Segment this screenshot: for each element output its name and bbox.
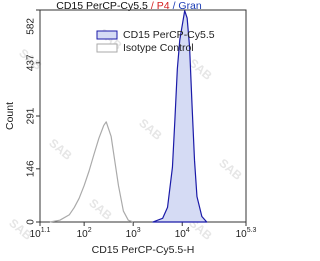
histogram-curve bbox=[49, 121, 134, 223]
y-axis-label: Count bbox=[4, 102, 16, 130]
legend-swatch bbox=[96, 43, 118, 53]
y-tick-label: 437 bbox=[26, 54, 37, 71]
y-tick-label: 582 bbox=[26, 18, 37, 35]
y-tick-label: 146 bbox=[26, 160, 37, 177]
x-tick-label: 101.1 bbox=[30, 227, 51, 240]
x-tick-exponent: 5.3 bbox=[247, 227, 257, 234]
y-tick-label: 0 bbox=[26, 219, 37, 225]
watermark: SAB bbox=[86, 196, 115, 223]
x-tick-label: 102 bbox=[77, 227, 92, 240]
x-axis-label: CD15 PerCP-Cy5.5-H bbox=[92, 244, 195, 256]
histogram-curve bbox=[152, 10, 208, 223]
chart: SABSABSABSABSABSABSABSABSABCD15 PerCP-Cy… bbox=[4, 0, 257, 256]
x-tick-base: 10 bbox=[77, 229, 89, 240]
x-tick-exponent: 2 bbox=[88, 227, 92, 234]
watermark: SAB bbox=[136, 116, 165, 143]
title-segment: / P4 bbox=[151, 0, 170, 12]
chart-title: CD15 PerCP-Cy5.5/ P4/ Gran bbox=[56, 0, 202, 12]
x-tick-base: 10 bbox=[126, 229, 138, 240]
x-tick-label: 103 bbox=[126, 227, 141, 240]
x-tick-base: 10 bbox=[30, 229, 42, 240]
watermark: SAB bbox=[216, 156, 245, 183]
x-tick-label: 105.3 bbox=[236, 227, 257, 240]
legend-label: CD15 PerCP-Cy5.5 bbox=[123, 29, 215, 41]
title-segment: CD15 PerCP-Cy5.5 bbox=[56, 0, 148, 12]
legend-label: Isotype Control bbox=[123, 42, 194, 54]
title-segment: / Gran bbox=[173, 0, 202, 12]
legend-swatch bbox=[96, 30, 118, 40]
y-tick-label: 291 bbox=[26, 107, 37, 124]
x-tick-exponent: 1.1 bbox=[41, 227, 51, 234]
x-tick-label: 104 bbox=[175, 227, 190, 240]
x-tick-exponent: 4 bbox=[186, 227, 190, 234]
watermark: SAB bbox=[46, 136, 75, 163]
x-tick-base: 10 bbox=[175, 229, 187, 240]
x-tick-exponent: 3 bbox=[137, 227, 141, 234]
x-tick-base: 10 bbox=[236, 229, 248, 240]
